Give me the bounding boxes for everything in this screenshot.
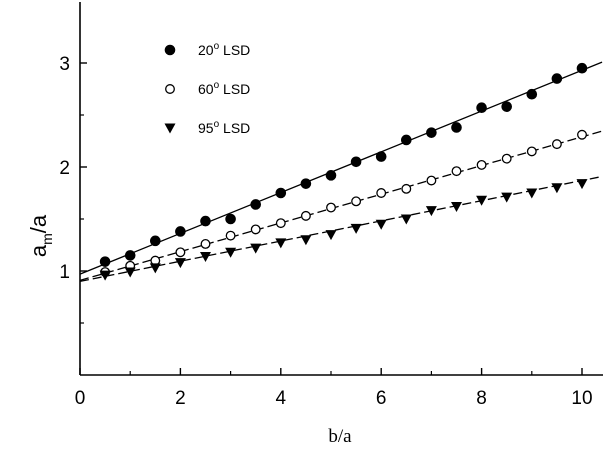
data-point-series-3 xyxy=(99,270,111,281)
data-point-series-3 xyxy=(174,258,186,269)
data-point-series-3 xyxy=(425,206,437,217)
data-point-series-2 xyxy=(426,175,437,186)
y-axis-label-subscript: m xyxy=(39,233,55,245)
data-point-series-2 xyxy=(501,153,512,164)
data-point-series-2 xyxy=(326,202,336,213)
data-point-series-1 xyxy=(124,250,136,261)
y-tick-label: 2 xyxy=(59,158,70,179)
data-point-series-2 xyxy=(526,146,537,157)
x-tick-label: 2 xyxy=(175,388,186,409)
x-tick-label: 10 xyxy=(571,388,592,409)
data-point-series-3 xyxy=(451,202,462,213)
data-markers xyxy=(99,62,588,281)
data-point-series-3 xyxy=(576,179,588,190)
fit-lines xyxy=(79,61,603,283)
x-tick-label: 0 xyxy=(75,388,86,409)
data-point-series-2 xyxy=(577,129,587,140)
legend-marker-series-2 xyxy=(165,84,175,94)
legend: 20o LSD 60o LSD 95o LSD xyxy=(164,41,250,136)
data-point-series-3 xyxy=(225,247,237,258)
data-point-series-1 xyxy=(325,170,337,181)
y-axis-label: am/a xyxy=(26,214,55,257)
x-tick-label: 8 xyxy=(476,388,487,409)
data-point-series-1 xyxy=(476,102,487,114)
data-point-series-3 xyxy=(149,263,161,274)
legend-marker-series-1 xyxy=(164,44,176,56)
data-point-series-1 xyxy=(250,199,261,210)
x-tick-label: 4 xyxy=(276,388,287,409)
data-point-series-1 xyxy=(99,256,111,267)
data-point-series-2 xyxy=(200,239,211,249)
data-point-series-3 xyxy=(526,188,538,199)
data-point-series-1 xyxy=(275,187,287,199)
data-point-series-1 xyxy=(576,62,588,74)
data-point-series-2 xyxy=(551,139,562,150)
data-point-series-2 xyxy=(300,210,311,221)
y-tick-label: 1 xyxy=(59,262,70,283)
data-point-series-3 xyxy=(551,183,563,194)
y-tick-label: 3 xyxy=(59,54,70,75)
data-point-series-3 xyxy=(250,243,262,254)
data-point-series-1 xyxy=(501,101,513,112)
data-point-series-2 xyxy=(476,159,487,170)
y-axis-label-suffix: /a xyxy=(26,214,51,233)
data-point-series-3 xyxy=(325,230,337,241)
fit-line-series-1 xyxy=(79,61,603,275)
data-point-series-2 xyxy=(250,224,261,235)
data-point-series-2 xyxy=(451,166,462,177)
data-point-series-2 xyxy=(376,188,387,198)
data-point-series-3 xyxy=(476,195,488,206)
data-point-series-1 xyxy=(175,226,186,237)
data-point-series-1 xyxy=(225,213,236,225)
data-point-series-3 xyxy=(200,251,211,262)
legend-marker-series-3 xyxy=(164,123,176,134)
data-point-series-1 xyxy=(401,134,412,146)
data-point-series-2 xyxy=(275,218,286,229)
data-point-series-3 xyxy=(501,192,513,203)
data-point-series-1 xyxy=(375,151,387,162)
data-point-series-3 xyxy=(275,238,287,249)
data-point-series-1 xyxy=(526,88,538,100)
data-point-series-3 xyxy=(400,214,412,225)
legend-label-series-1: 20o LSD xyxy=(198,41,250,58)
data-point-series-1 xyxy=(200,215,211,227)
data-point-series-2 xyxy=(225,230,236,241)
fit-line-series-3 xyxy=(79,175,603,283)
legend-label-series-2: 60o LSD xyxy=(198,80,250,97)
data-point-series-2 xyxy=(175,247,186,258)
data-point-series-3 xyxy=(124,267,136,278)
y-axis-label-main: a xyxy=(26,244,51,257)
data-point-series-1 xyxy=(150,235,161,247)
data-point-series-3 xyxy=(300,235,312,246)
data-point-series-2 xyxy=(401,183,412,194)
data-point-series-1 xyxy=(300,178,312,189)
data-point-series-1 xyxy=(426,127,437,138)
data-point-series-2 xyxy=(351,196,362,207)
data-point-series-1 xyxy=(451,122,462,133)
x-axis-label: b/a xyxy=(328,426,352,447)
data-point-series-1 xyxy=(350,156,362,168)
data-point-series-1 xyxy=(551,73,563,84)
legend-label-series-3: 95o LSD xyxy=(198,119,250,136)
data-point-series-3 xyxy=(350,223,362,234)
x-tick-label: 6 xyxy=(376,388,387,409)
data-point-series-3 xyxy=(375,219,387,230)
